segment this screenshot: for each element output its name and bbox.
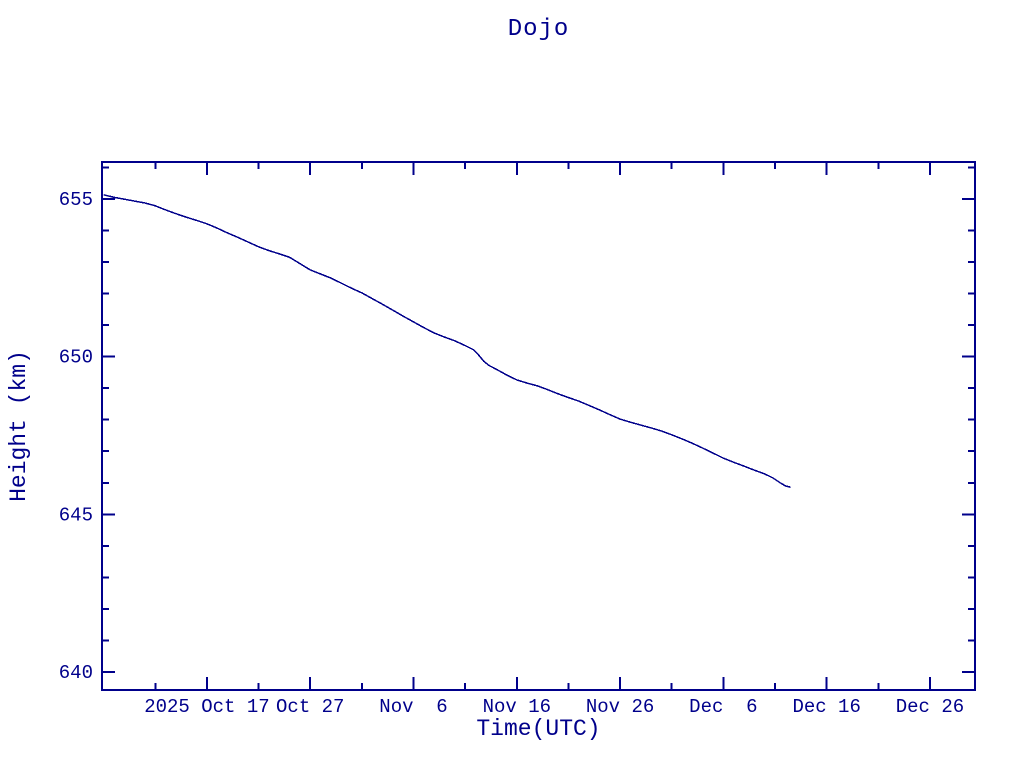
x-tick-label: Nov 16 <box>483 696 551 718</box>
data-line <box>103 194 791 488</box>
y-tick-label: 655 <box>59 189 93 211</box>
y-tick-label: 640 <box>59 662 93 684</box>
x-axis-label: Time(UTC) <box>476 716 601 742</box>
x-tick-label: Dec 16 <box>792 696 860 718</box>
chart-title: Dojo <box>507 16 570 43</box>
x-tick-label: Dec 26 <box>896 696 964 718</box>
x-tick-label: Oct 27 <box>276 696 344 718</box>
x-tick-label: 2025 Oct 17 <box>144 696 269 718</box>
y-axis-label: Height (km) <box>6 350 32 502</box>
y-tick-label: 645 <box>59 504 93 526</box>
plot-border <box>101 161 976 691</box>
y-tick-label: 650 <box>59 347 93 369</box>
x-tick-label: Nov 6 <box>379 696 447 718</box>
x-tick-label: Nov 26 <box>586 696 654 718</box>
x-tick-label: Dec 6 <box>689 696 757 718</box>
